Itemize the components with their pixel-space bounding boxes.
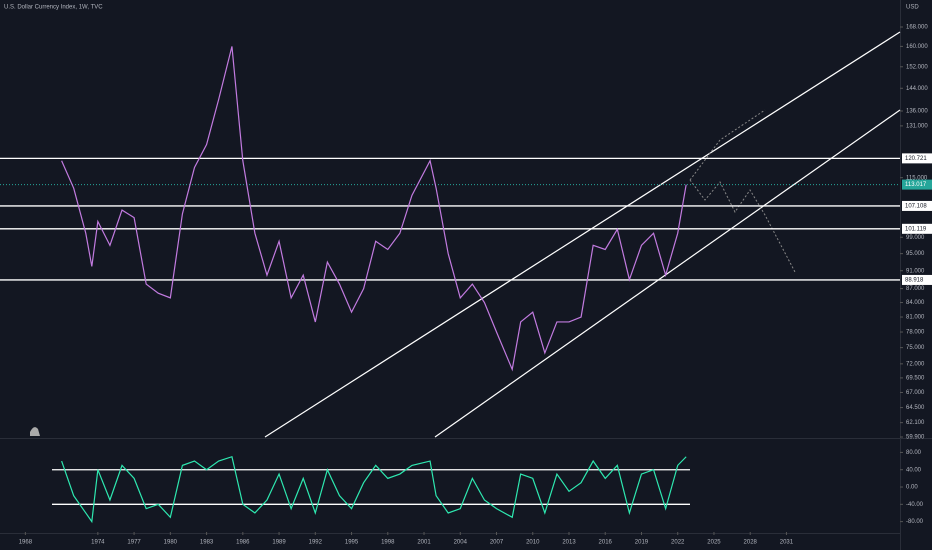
level-label-bg: [902, 274, 932, 285]
y-tick-label: 87.000: [906, 286, 925, 292]
projection: [689, 109, 766, 181]
currency: USD: [906, 5, 919, 11]
y-tick-label: 84.000: [906, 300, 925, 306]
projection: [689, 179, 796, 273]
chart-title: U.S. Dollar Currency Index, 1W, TVC: [4, 5, 103, 11]
x-tick-label: 2010: [526, 540, 540, 546]
x-tick-label: 2007: [490, 540, 504, 546]
x-tick-label: 1986: [236, 540, 250, 546]
y-tick-label: 160.000: [906, 44, 928, 50]
oscillator-line: [61, 455, 687, 524]
x-tick-label: 1995: [345, 540, 359, 546]
level-label: 88.918: [905, 278, 924, 284]
x-tick-label: 2031: [780, 540, 794, 546]
y-tick-label: 59.900: [906, 435, 925, 441]
channel-upper: [264, 31, 901, 438]
level-label: 107.108: [905, 204, 927, 210]
osc-tick-label: 40.00: [906, 467, 922, 473]
y-tick-label: 75.000: [906, 345, 925, 351]
x-tick-label: 1968: [19, 540, 33, 546]
x-tick-label: 1974: [91, 540, 105, 546]
y-tick-label: 64.500: [906, 405, 925, 411]
x-tick-label: 1992: [309, 540, 323, 546]
level-label-bg: [902, 200, 932, 211]
y-tick-label: 69.500: [906, 375, 925, 381]
x-tick-label: 1977: [127, 540, 141, 546]
x-tick-label: 1983: [200, 540, 214, 546]
last-price-bg: [902, 179, 932, 190]
y-tick-label: 144.000: [906, 86, 928, 92]
y-tick-label: 78.000: [906, 330, 925, 336]
x-tick-label: 2025: [707, 540, 721, 546]
level-label: 101.119: [905, 226, 927, 232]
y-tick-label: 99.000: [906, 235, 925, 241]
level-label: 120.721: [905, 156, 927, 162]
level-label-bg: [902, 223, 932, 234]
y-tick-label: 131.000: [906, 123, 928, 129]
y-tick-label: 91.000: [906, 268, 925, 274]
osc-tick-label: 0.00: [906, 485, 918, 491]
x-tick-label: 2028: [744, 540, 758, 546]
osc-tick-label: -40.00: [906, 502, 924, 508]
x-tick-label: 2016: [599, 540, 613, 546]
y-tick-label: 67.000: [906, 390, 925, 396]
y-tick-label: 62.100: [906, 420, 925, 426]
x-tick-label: 1989: [272, 540, 286, 546]
x-tick-label: 1998: [381, 540, 395, 546]
price-line: [61, 46, 687, 372]
x-tick-label: 2004: [454, 540, 468, 546]
x-tick-label: 2022: [671, 540, 685, 546]
x-tick-label: 1980: [164, 540, 178, 546]
y-tick-label: 168.000: [906, 25, 928, 31]
x-tick-label: 2013: [562, 540, 576, 546]
y-tick-label: 95.000: [906, 251, 925, 257]
x-tick-label: 2019: [635, 540, 649, 546]
osc-tick-label: -80.00: [906, 519, 924, 525]
y-tick-label: 72.000: [906, 361, 925, 367]
y-tick-label: 152.000: [906, 64, 928, 70]
y-tick-label: 115.000: [906, 175, 928, 181]
x-tick-label: 2001: [417, 540, 431, 546]
level-label-bg: [902, 153, 932, 164]
osc-tick-label: 80.00: [906, 450, 922, 456]
y-tick-label: 81.000: [906, 315, 925, 321]
y-tick-label: 136.000: [906, 109, 928, 115]
last-price-label: 113.017: [905, 182, 927, 188]
logo: [30, 427, 40, 436]
channel-lower: [434, 109, 901, 438]
